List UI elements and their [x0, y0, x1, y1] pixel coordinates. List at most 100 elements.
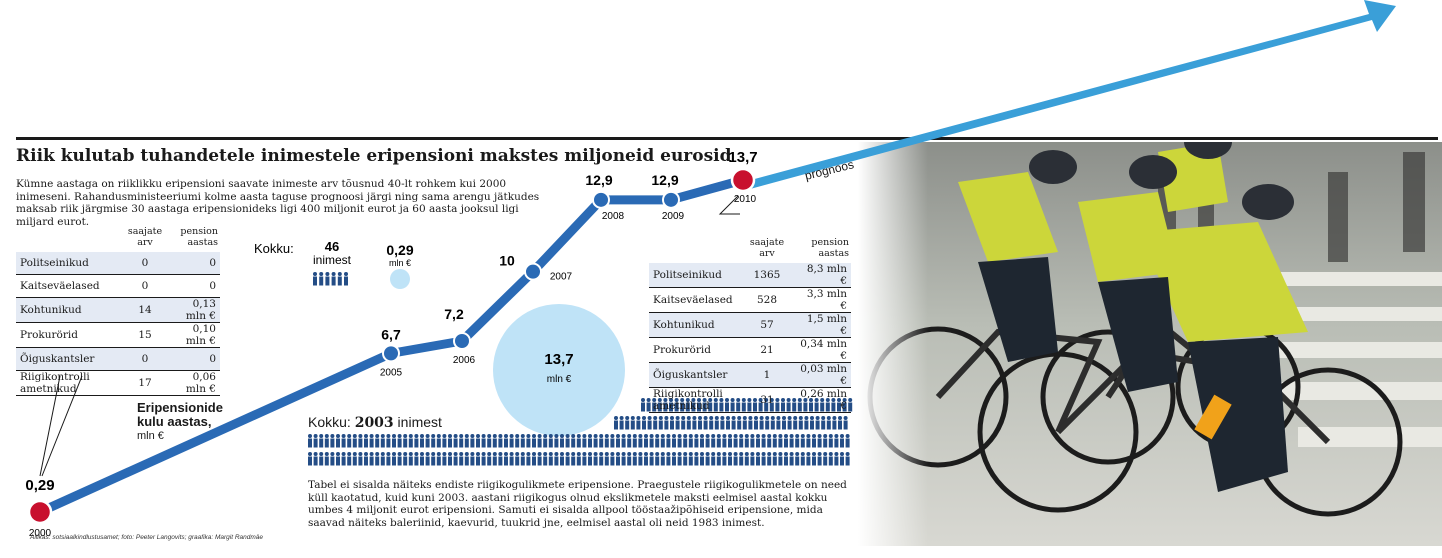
row-pension: 0,10 mln €	[172, 322, 220, 348]
person-icon	[492, 452, 497, 466]
person-icon	[823, 434, 828, 448]
person-icon	[369, 452, 374, 466]
row-label: Õiguskantsler	[649, 362, 739, 388]
person-icon	[675, 416, 680, 430]
person-icon	[744, 434, 749, 448]
person-icon	[448, 452, 452, 466]
data-point-2010	[730, 167, 756, 193]
person-icon	[358, 434, 363, 448]
data-point-2000	[27, 499, 53, 525]
person-icon	[403, 434, 408, 448]
person-icon	[641, 398, 645, 412]
person-icon	[330, 452, 335, 466]
person-icon	[448, 434, 452, 448]
person-icon	[386, 452, 391, 466]
total-2010-label: Kokku: 2003 inimest	[308, 414, 442, 431]
person-icon	[761, 434, 766, 448]
person-icon	[442, 434, 447, 448]
person-icon	[748, 416, 753, 430]
person-icon	[543, 452, 548, 466]
person-icon	[588, 434, 592, 448]
row-label: Kaitseväelased	[649, 287, 739, 313]
person-icon	[392, 452, 396, 466]
person-icon	[420, 452, 424, 466]
person-icon	[476, 452, 480, 466]
row-pension: 1,5 mln €	[795, 312, 851, 338]
person-icon	[565, 452, 570, 466]
person-icon	[380, 452, 385, 466]
person-icon	[492, 434, 497, 448]
year-label-2008: 2008	[602, 211, 625, 222]
table-row: Õiguskantsler 0 0	[16, 347, 220, 371]
person-icon	[776, 416, 781, 430]
person-icon	[681, 416, 686, 430]
person-icon	[726, 416, 730, 430]
table-2000: saajate arv pension aastas Politseinikud…	[16, 226, 220, 396]
total-suffix: inimest	[393, 414, 442, 430]
col-header-count: saajate arv	[127, 226, 163, 248]
person-icon	[619, 416, 624, 430]
person-icon	[621, 452, 626, 466]
person-icon	[817, 434, 822, 448]
person-icon	[352, 452, 357, 466]
person-icon	[784, 434, 788, 448]
person-icon	[677, 434, 682, 448]
row-count: 0	[118, 252, 172, 275]
person-icon	[593, 452, 598, 466]
person-icon	[694, 452, 699, 466]
person-icon	[700, 434, 704, 448]
person-icon	[341, 452, 346, 466]
row-count: 1	[739, 362, 795, 388]
data-label-2000: 0,29	[25, 477, 54, 494]
person-icon	[453, 434, 458, 448]
person-icon	[688, 434, 693, 448]
person-icon	[630, 416, 635, 430]
person-icon	[588, 452, 592, 466]
person-icon	[716, 452, 721, 466]
person-icon	[800, 452, 805, 466]
person-icon	[336, 452, 340, 466]
year-label-2009: 2009	[662, 211, 685, 222]
person-icon	[442, 452, 447, 466]
person-icon	[770, 416, 775, 430]
person-icon	[705, 452, 710, 466]
col-header-pension: pension aastas	[180, 226, 218, 248]
person-icon	[403, 452, 408, 466]
person-icon	[414, 452, 419, 466]
person-icon	[431, 434, 436, 448]
row-label: Politseinikud	[16, 252, 118, 275]
person-icon	[408, 452, 413, 466]
data-point-2007	[524, 262, 542, 281]
person-icon	[644, 434, 648, 448]
row-pension: 0,03 mln €	[795, 362, 851, 388]
person-icon	[756, 434, 760, 448]
person-icon	[823, 452, 828, 466]
row-count: 528	[739, 287, 795, 313]
person-icon	[812, 452, 816, 466]
person-icon	[658, 416, 663, 430]
person-icon	[789, 434, 794, 448]
person-icon	[308, 434, 312, 448]
person-icon	[614, 416, 618, 430]
person-icon	[621, 434, 626, 448]
person-icon	[532, 452, 536, 466]
person-icon	[526, 434, 531, 448]
row-label: Kaitseväelased	[16, 274, 118, 298]
person-icon	[728, 452, 732, 466]
row-label: Riigikontrolli ametnikud	[649, 387, 739, 413]
person-icon	[733, 434, 738, 448]
person-icon	[742, 416, 747, 430]
person-icon	[638, 434, 643, 448]
person-icon	[666, 434, 671, 448]
table-row: Kohtunikud 57 1,5 mln €	[649, 312, 851, 338]
person-icon	[464, 434, 469, 448]
table-row: Politseinikud 0 0	[16, 252, 220, 275]
person-icon	[604, 452, 609, 466]
person-icon	[582, 434, 587, 448]
person-icon	[772, 452, 777, 466]
person-icon	[470, 434, 475, 448]
person-icon	[565, 434, 570, 448]
row-count: 14	[118, 297, 172, 323]
person-icon	[504, 434, 508, 448]
person-icon	[672, 452, 676, 466]
